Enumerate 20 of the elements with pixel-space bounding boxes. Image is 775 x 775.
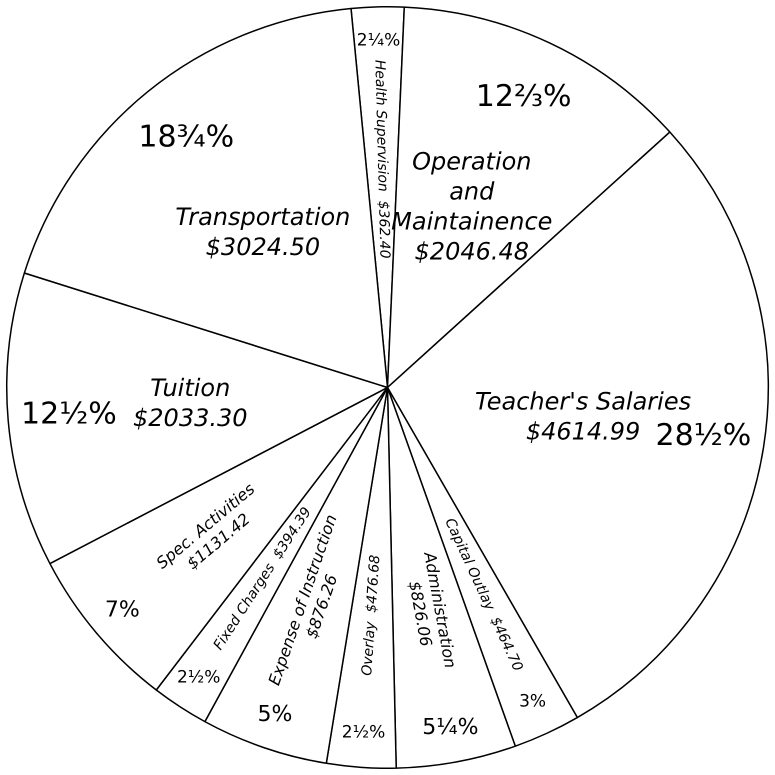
text: 2¼%: [356, 30, 400, 51]
text: 2½%: [342, 722, 386, 743]
slice-label: Teacher's Salaries: [475, 388, 692, 416]
text: 12⅔%: [476, 78, 572, 114]
slice-label: Overlay $476.68: [359, 554, 384, 676]
text: 18¾%: [138, 120, 234, 155]
text: 3%: [519, 692, 546, 712]
slice-label: Tuition: [150, 374, 230, 402]
slice-label: Transportation: [175, 202, 350, 231]
text: 2½%: [176, 667, 220, 688]
text: 12½%: [21, 396, 117, 432]
data-label: $2046.48: [414, 238, 530, 266]
data-label: $2033.30: [133, 404, 248, 432]
slice-label: Health Supervision $362.40: [371, 60, 393, 259]
data-label: $3024.50: [206, 232, 320, 261]
text: 5%: [258, 702, 292, 727]
text: 5¼%: [422, 714, 479, 740]
data-label: $4614.99: [526, 418, 640, 446]
text: 28½%: [656, 418, 752, 454]
text: 7%: [104, 597, 140, 622]
